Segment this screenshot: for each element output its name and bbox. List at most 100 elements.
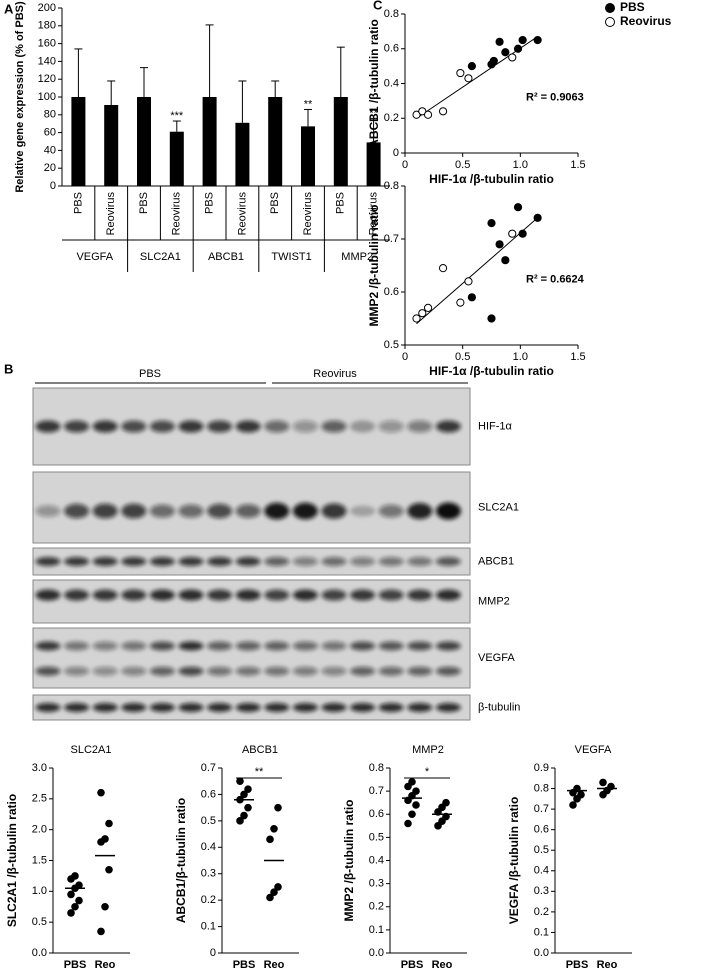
point: [467, 62, 476, 71]
y-axis-label: MMP2 /β-tubulin ratio: [342, 800, 356, 922]
blot-band: [350, 641, 376, 651]
blot-band: [321, 557, 347, 566]
point: [71, 902, 79, 911]
y-axis-label: ABCB1/β-tubulin ratio: [174, 798, 188, 923]
x-tick-label: Reo: [95, 959, 116, 971]
y-tick-label: 0.7: [384, 233, 399, 245]
x-axis-label: HIF-1α /β-tubulin ratio: [429, 172, 554, 186]
blot-bands: [35, 641, 461, 676]
point: [423, 110, 433, 119]
y-axis-label: Relative gene expression (% of PBS): [14, 1, 26, 193]
group-label: MMP2: [341, 251, 373, 263]
point: [408, 810, 416, 819]
y-axis-label: VEGFA /β-tubulin ratio: [507, 797, 521, 925]
bar: [268, 97, 283, 186]
blot-band: [121, 420, 147, 433]
blot-band: [35, 703, 61, 712]
point: [438, 107, 448, 116]
significance-label: ***: [170, 110, 184, 122]
y-tick-label: 0.7: [534, 803, 549, 815]
blot-band: [407, 641, 433, 651]
blot-band: [178, 589, 204, 601]
point: [577, 790, 585, 799]
x-tick-label: PBS: [401, 959, 424, 971]
blot-band: [435, 557, 461, 566]
y-tick-label: 0.4: [369, 854, 384, 866]
y-tick-label: 120: [38, 73, 56, 85]
point: [236, 777, 244, 786]
blot-band: [235, 557, 261, 566]
blot-band: [321, 420, 347, 433]
y-tick-label: 0.1: [534, 926, 549, 938]
blot-strip: [32, 579, 471, 624]
legend-marker: [605, 17, 615, 27]
point: [569, 801, 577, 809]
point: [599, 778, 607, 787]
blot-band: [378, 420, 404, 433]
x-tick-label: Reovirus: [171, 192, 183, 236]
point: [412, 314, 421, 323]
y-tick-label: 0.3: [201, 868, 216, 880]
blot-band: [92, 641, 118, 651]
y-tick-label: 0.0: [534, 947, 549, 959]
point: [495, 37, 504, 46]
y-tick-label: 0.1: [369, 924, 384, 936]
point: [101, 835, 109, 843]
blot-band: [92, 589, 118, 601]
y-axis-label: ABCB1 /β-tubulin ratio: [367, 19, 381, 148]
blot-band: [350, 666, 376, 676]
legend-label: PBS: [620, 0, 645, 14]
blot-band: [321, 703, 347, 712]
y-tick-label: 1.0: [32, 885, 47, 897]
x-tick-label: 1.0: [513, 159, 528, 171]
blot-band: [378, 557, 404, 566]
point: [105, 819, 113, 828]
bar: [137, 97, 151, 186]
point: [533, 35, 542, 45]
bar: [235, 122, 250, 186]
blot-band: [149, 420, 175, 433]
bar: [301, 126, 315, 186]
point: [274, 883, 282, 891]
x-tick-label: Reo: [264, 959, 285, 971]
x-tick-label: 0: [402, 351, 408, 363]
panel-letter: C: [373, 0, 383, 12]
x-tick-label: Reo: [597, 959, 618, 971]
y-tick-label: 0.0: [369, 947, 384, 959]
point: [412, 787, 420, 795]
y-tick-label: 0.6: [201, 788, 216, 800]
blot-band: [264, 420, 290, 433]
blot-band: [378, 504, 404, 518]
y-tick-label: 0.9: [534, 762, 549, 774]
blot-band: [264, 641, 290, 651]
point: [418, 309, 427, 318]
blot-band: [149, 666, 175, 676]
point: [404, 819, 412, 828]
blot-band: [35, 589, 61, 601]
blot-band: [435, 703, 461, 712]
blot-band: [378, 703, 404, 712]
y-tick-label: 60: [44, 127, 56, 139]
y-tick-label: 0: [210, 947, 216, 959]
x-tick-label: PBS: [64, 959, 87, 971]
point: [71, 872, 79, 880]
blot-bands: [35, 420, 461, 433]
blot-band: [35, 666, 61, 676]
point: [266, 893, 274, 902]
x-tick-label: Reovirus: [236, 192, 248, 236]
blot-band: [435, 502, 461, 520]
blot-band: [121, 641, 147, 651]
legend-marker: [605, 3, 615, 13]
y-tick-label: 0.5: [384, 339, 399, 351]
y-tick-label: 20: [44, 162, 56, 174]
blot-band: [178, 504, 204, 518]
point: [97, 788, 105, 797]
x-tick-label: PBS: [233, 959, 256, 971]
blot-band: [92, 703, 118, 712]
blot-band: [378, 666, 404, 676]
point: [240, 811, 248, 820]
blot-band: [92, 557, 118, 566]
point: [533, 213, 542, 222]
blot-band: [350, 420, 376, 433]
